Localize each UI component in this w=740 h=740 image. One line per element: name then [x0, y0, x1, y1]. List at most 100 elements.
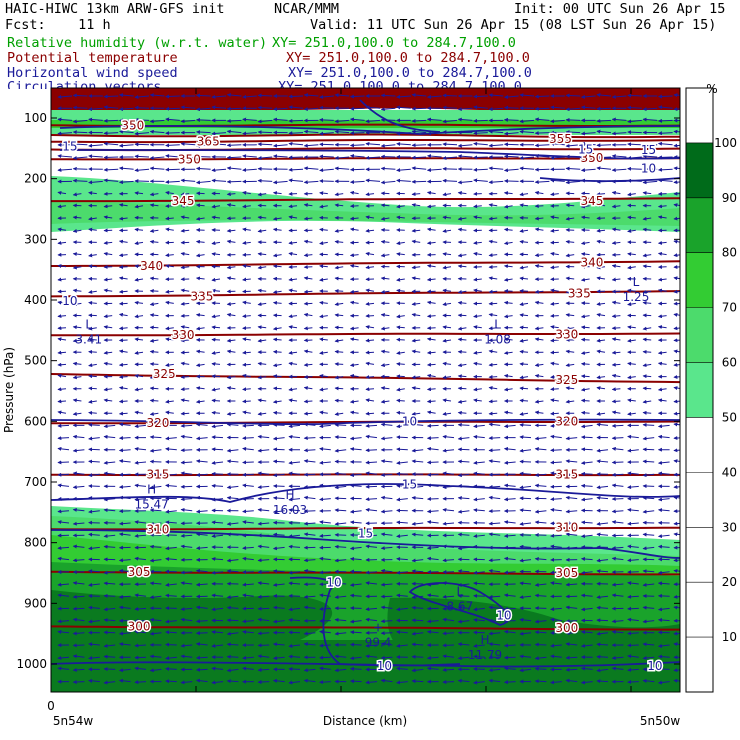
wind-vector [380, 289, 390, 294]
wind-vector [272, 337, 282, 342]
wind-vector [303, 289, 313, 294]
wind-vector [473, 607, 485, 612]
wind-vector [319, 607, 331, 611]
wind-vector [442, 471, 455, 476]
theta-contour-label: 350 [178, 152, 201, 166]
wind-vector [473, 471, 485, 476]
wind-vector [211, 215, 221, 220]
wind-vector [211, 398, 221, 403]
wind-vector [642, 569, 655, 574]
wind-vector [242, 204, 251, 209]
wind-vector [657, 570, 670, 575]
wind-vector [57, 436, 70, 441]
wind-vector [673, 93, 680, 98]
wind-vector [242, 264, 251, 269]
wind-vector [565, 422, 578, 427]
wind-vector [57, 472, 70, 477]
wind-vector [303, 448, 316, 453]
wind-vector [272, 582, 285, 587]
wind-vector [627, 155, 642, 160]
wind-vector [88, 569, 100, 574]
wind-vector [642, 264, 652, 269]
wind-vector [118, 276, 128, 281]
wind-vector [642, 349, 652, 354]
wind-vector [534, 373, 544, 378]
wind-vector [534, 619, 547, 624]
wind-vector [627, 265, 636, 270]
y-tick-label: 500 [24, 354, 47, 368]
wind-vector [442, 338, 452, 343]
wind-vector [57, 131, 73, 136]
wind-vector [57, 94, 73, 99]
wind-vector [242, 509, 254, 514]
wind-vector [72, 155, 88, 160]
wind-vector [242, 582, 254, 587]
wind-vector [226, 386, 236, 391]
wind-vector [365, 288, 375, 293]
wind-vector [57, 556, 70, 561]
wind-vector [288, 434, 301, 439]
wind-vector [580, 374, 590, 379]
wind-vector [118, 448, 131, 453]
wind-vector [411, 106, 427, 111]
wind-vector [365, 423, 378, 428]
model-title: HAIC-HIWC 13km ARW-GFS init [5, 1, 225, 17]
wind-vector [396, 141, 411, 146]
wind-vector [165, 363, 174, 368]
wind-vector [380, 117, 396, 122]
wind-vector [303, 386, 313, 391]
wind-vector [550, 178, 565, 183]
wind-vector [411, 129, 427, 134]
wind-vector [118, 484, 131, 489]
wind-vector [426, 593, 439, 598]
wind-vector [242, 314, 251, 319]
wind-vector [288, 667, 301, 672]
wind-vector [288, 240, 298, 245]
wind-vector [550, 228, 559, 233]
wind-vector [72, 521, 85, 526]
wind-vector [473, 508, 485, 513]
wind-vector [195, 289, 205, 294]
wind-vector [611, 190, 621, 195]
wind-vector [442, 142, 458, 147]
wind-vector [457, 191, 467, 195]
wind-vector [534, 180, 550, 185]
wind-vector [319, 264, 328, 269]
wind-vector [519, 485, 532, 490]
wind-vector [596, 411, 606, 416]
wind-vector [580, 361, 590, 366]
wind-vector [195, 642, 208, 647]
wind-vector [365, 375, 375, 380]
wind-vector [396, 94, 411, 99]
wind-vector [396, 410, 405, 415]
wind-vector [365, 155, 381, 160]
wind-vector [211, 361, 221, 366]
wind-vector [72, 617, 85, 622]
wind-vector [380, 568, 393, 573]
wind-vector [534, 447, 547, 452]
wind-vector [550, 350, 559, 355]
wind-vector [134, 131, 150, 136]
wind-vector [442, 485, 455, 490]
wind-vector [380, 546, 393, 551]
wind-vector [165, 582, 177, 587]
wind-vector [426, 190, 436, 195]
wind-vector [565, 399, 575, 404]
wind-vector [657, 534, 670, 539]
wind-vector [627, 338, 636, 343]
wind-vector [180, 398, 190, 403]
field-wind-xy: XY= 251.0,100.0 to 284.7,100.0 [288, 65, 532, 81]
wind-vector [180, 251, 190, 256]
wind-vector [242, 300, 251, 305]
wind-vector [57, 167, 73, 172]
wind-contour-label: 10 [647, 659, 662, 673]
wind-vector [319, 655, 331, 660]
wind-vector [319, 300, 328, 305]
wind-vector [149, 265, 159, 270]
wind-vector [611, 264, 621, 269]
wind-vector [488, 129, 504, 134]
wind-vector [103, 361, 113, 366]
wind-vector [103, 288, 113, 293]
wind-vector [272, 422, 285, 427]
